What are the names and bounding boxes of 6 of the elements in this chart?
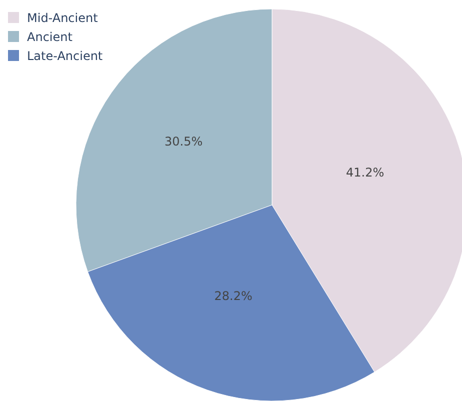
data-label: 30.5% <box>164 134 203 148</box>
data-label: 41.2% <box>346 165 384 180</box>
legend-label: Ancient <box>27 30 72 44</box>
data-label: 28.2% <box>214 289 252 304</box>
legend-label: Mid-Ancient <box>27 10 98 24</box>
legend-label: Late-Ancient <box>27 48 103 62</box>
